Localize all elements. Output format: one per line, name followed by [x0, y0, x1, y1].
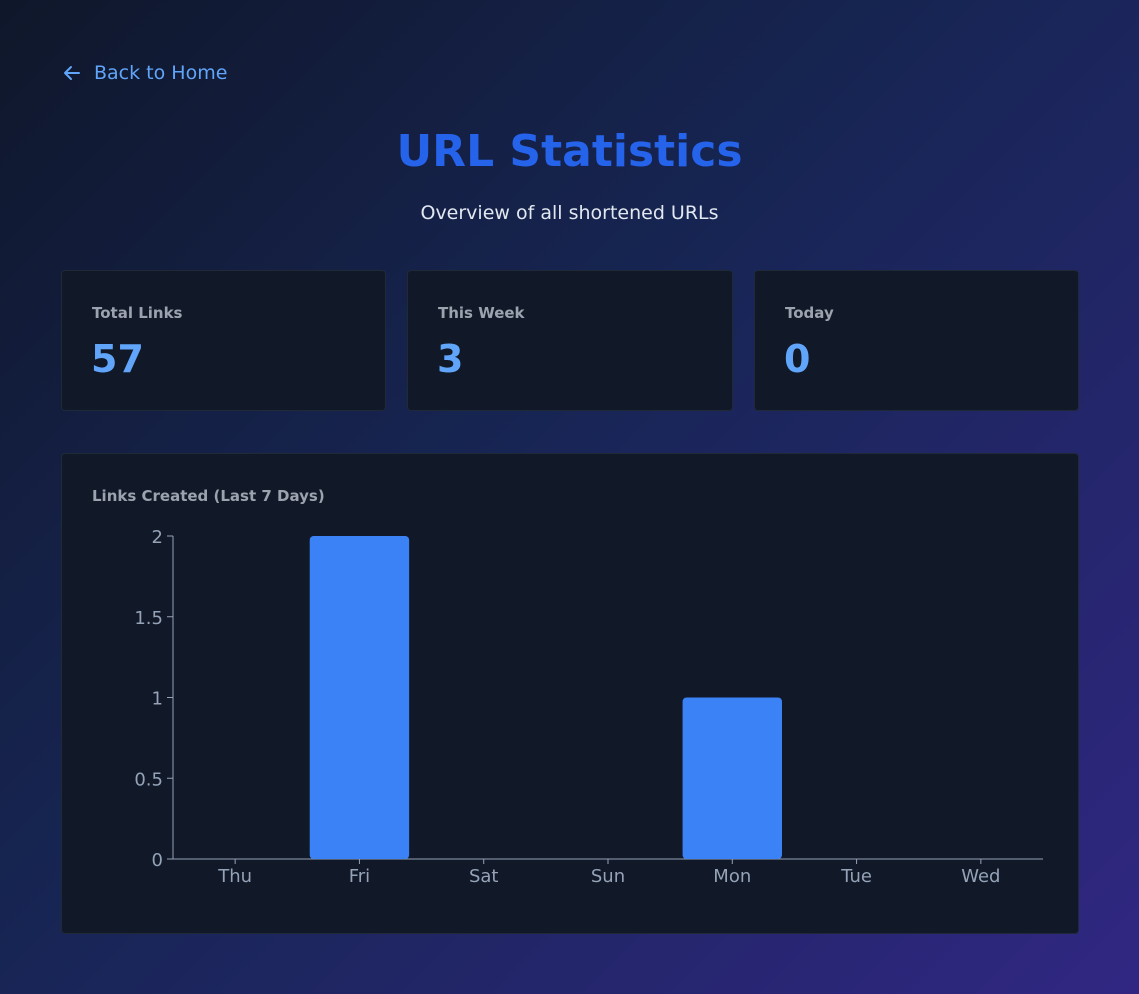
x-tick-label: Fri — [349, 866, 370, 887]
y-tick-label: 2 — [152, 527, 163, 548]
stat-label: Today — [785, 304, 834, 322]
y-tick-label: 0 — [152, 850, 163, 871]
page-subtitle: Overview of all shortened URLs — [420, 202, 719, 224]
stat-label: This Week — [438, 304, 525, 322]
x-tick-label: Tue — [840, 866, 872, 887]
stat-value: 3 — [437, 337, 464, 381]
x-tick-label: Wed — [961, 866, 1000, 887]
stat-card: Today 0 — [754, 270, 1079, 411]
chart-title: Links Created (Last 7 Days) — [92, 487, 325, 505]
chart: 0 0.5 1 1.5 2 Thu Fri Sat Sun Mon Tue Wed — [134, 527, 1043, 887]
page-title: URL Statistics — [396, 126, 743, 177]
x-tick-label: Mon — [713, 866, 751, 887]
stat-card: This Week 3 — [407, 270, 733, 411]
x-tick-label: Thu — [217, 866, 252, 887]
stat-value: 57 — [91, 337, 144, 381]
stat-value: 0 — [784, 337, 811, 381]
back-link[interactable]: Back to Home — [62, 62, 227, 84]
x-tick-label: Sun — [591, 866, 625, 887]
bar — [309, 536, 410, 859]
stat-label: Total Links — [92, 304, 183, 322]
y-tick-label: 1 — [152, 689, 163, 710]
x-tick-label: Sat — [469, 866, 499, 887]
stat-card: Total Links 57 — [61, 270, 386, 411]
y-tick-label: 0.5 — [134, 769, 163, 790]
chart-card: Links Created (Last 7 Days) 0 0.5 1 1.5 2 Thu… — [61, 453, 1079, 934]
bar — [682, 697, 782, 859]
y-tick-label: 1.5 — [134, 608, 163, 629]
back-link-text: Back to Home — [94, 62, 228, 84]
back-arrow-icon — [64, 66, 80, 80]
